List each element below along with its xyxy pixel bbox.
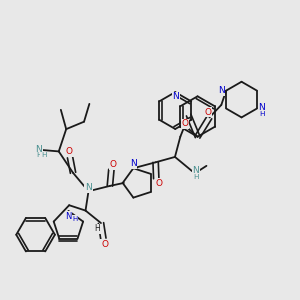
Text: O: O <box>156 179 163 188</box>
Text: H: H <box>193 174 199 180</box>
Text: N: N <box>85 183 92 192</box>
Text: O: O <box>205 108 212 117</box>
Text: N: N <box>192 166 199 175</box>
Text: O: O <box>101 240 108 249</box>
Text: H: H <box>36 152 41 158</box>
Text: H: H <box>94 224 100 233</box>
Text: H: H <box>72 216 78 222</box>
Text: N: N <box>218 86 225 95</box>
Text: N: N <box>65 212 72 221</box>
Text: O: O <box>181 119 188 128</box>
Text: O: O <box>110 160 116 169</box>
Text: N: N <box>172 92 179 101</box>
Text: H: H <box>41 152 47 158</box>
Text: N: N <box>130 159 137 168</box>
Text: N: N <box>35 145 42 154</box>
Text: O: O <box>66 147 73 156</box>
Text: N: N <box>258 103 265 112</box>
Text: H: H <box>259 111 265 117</box>
